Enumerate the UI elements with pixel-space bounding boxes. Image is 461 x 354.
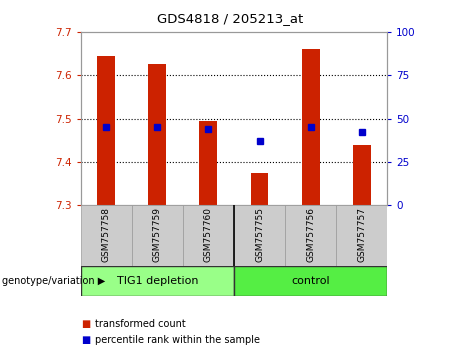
Bar: [251, 173, 268, 205]
Text: ■: ■: [81, 335, 90, 345]
Bar: [81, 266, 234, 296]
Bar: [97, 56, 115, 205]
Text: GSM757758: GSM757758: [102, 207, 111, 262]
Text: GDS4818 / 205213_at: GDS4818 / 205213_at: [157, 12, 304, 25]
Text: GSM757756: GSM757756: [306, 207, 315, 262]
Text: transformed count: transformed count: [95, 319, 185, 329]
Text: ■: ■: [81, 319, 90, 329]
Text: percentile rank within the sample: percentile rank within the sample: [95, 335, 260, 345]
Text: GSM757755: GSM757755: [255, 207, 264, 262]
Bar: [132, 205, 183, 266]
Text: GSM757757: GSM757757: [357, 207, 366, 262]
Bar: [336, 205, 387, 266]
Bar: [234, 266, 387, 296]
Bar: [353, 144, 371, 205]
Text: TIG1 depletion: TIG1 depletion: [117, 275, 198, 286]
Text: genotype/variation ▶: genotype/variation ▶: [2, 275, 106, 286]
Text: control: control: [291, 275, 330, 286]
Bar: [301, 49, 319, 205]
Bar: [200, 121, 217, 205]
Bar: [234, 205, 285, 266]
Text: GSM757760: GSM757760: [204, 207, 213, 262]
Bar: [285, 205, 336, 266]
Text: GSM757759: GSM757759: [153, 207, 162, 262]
Bar: [148, 64, 166, 205]
Bar: [81, 205, 132, 266]
Bar: [183, 205, 234, 266]
